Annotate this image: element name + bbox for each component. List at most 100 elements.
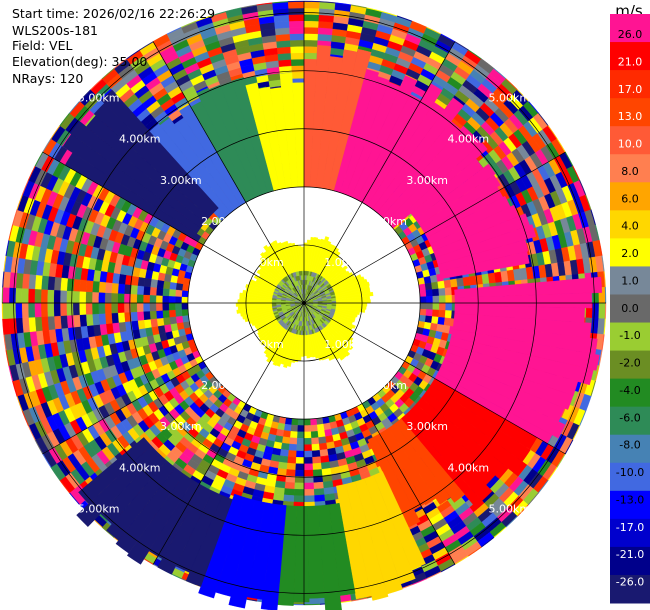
start-time-label: Start time: 2026/02/16 22:26:29 <box>12 6 216 21</box>
colorbar-tick-label: 4.0 <box>621 220 639 233</box>
range-ring-label: 5.00km <box>78 502 120 515</box>
noise-gate <box>419 289 427 298</box>
noise-gate <box>28 316 37 333</box>
noise-gate <box>438 302 446 311</box>
noise-gate <box>444 310 453 319</box>
noise-gate <box>162 302 170 311</box>
noise-gate <box>175 282 184 291</box>
velocity-sector-ray <box>454 292 592 309</box>
noise-gate <box>288 7 305 15</box>
noise-gate <box>110 302 119 314</box>
velocity-sector-ray <box>78 437 152 505</box>
noise-gate <box>72 302 80 316</box>
noise-gate <box>289 33 305 41</box>
noise-gate <box>2 302 10 319</box>
colorbar-block <box>610 378 650 408</box>
velocity-sector-ray <box>400 414 481 506</box>
noise-gate <box>53 315 62 330</box>
noise-gate <box>117 283 126 294</box>
colorbar-block <box>610 238 650 267</box>
noise-gate <box>310 437 320 445</box>
noise-gate <box>34 316 43 332</box>
elevation-label: Elevation(deg): 35.00 <box>12 54 148 69</box>
noise-gate <box>72 278 81 292</box>
noise-gate <box>303 52 318 60</box>
noise-gate <box>111 282 119 294</box>
noise-gate <box>53 276 62 291</box>
nrays-label: NRays: 120 <box>12 71 84 86</box>
noise-gate <box>303 418 311 426</box>
noise-gate <box>162 287 170 297</box>
colorbar-tick-label: -8.0 <box>619 439 640 452</box>
noise-gate <box>286 462 296 471</box>
noise-gate <box>303 495 315 503</box>
noise-gate <box>425 309 433 317</box>
noise-gate <box>143 285 151 296</box>
noise-gate <box>143 277 152 288</box>
range-ring-label: 5.00km <box>489 92 531 105</box>
noise-gate <box>162 309 170 319</box>
noise-gate <box>169 316 177 325</box>
noise-gate <box>155 295 163 304</box>
noise-gate <box>317 430 326 438</box>
range-ring-label: 3.00km <box>406 174 448 187</box>
noise-gate <box>303 444 312 452</box>
noise-gate <box>15 302 23 319</box>
noise-gate <box>294 469 305 477</box>
colorbar-tick-label: 1.0 <box>621 274 639 287</box>
noise-gate <box>143 318 152 329</box>
range-ring-label: 1.00km <box>324 256 366 269</box>
noise-gate <box>286 456 297 464</box>
velocity-sector-ray <box>415 397 509 480</box>
noise-gate <box>291 58 305 67</box>
velocity-sector-ray <box>126 473 194 565</box>
noise-gate <box>72 290 80 304</box>
colorbar-tick-label: -6.0 <box>619 411 640 424</box>
colorbar-block <box>610 490 650 520</box>
range-ring-label: 2.00km <box>365 215 407 228</box>
colorbar-block <box>610 182 650 211</box>
inner-velocity-layer <box>235 236 374 368</box>
velocity-sector-ray <box>419 174 501 232</box>
noise-gate <box>419 296 427 304</box>
noise-gate <box>288 437 298 445</box>
colorbar-block <box>610 294 650 324</box>
noise-gate <box>277 52 292 61</box>
range-ring-label: 1.00km <box>324 338 366 351</box>
noise-gate <box>276 46 292 55</box>
noise-gate <box>168 288 176 297</box>
velocity-sector-ray <box>185 495 233 587</box>
noise-gate <box>303 457 313 465</box>
noise-gate <box>181 289 189 298</box>
noise-gate <box>168 302 176 311</box>
velocity-sector-ray <box>157 485 213 575</box>
noise-gate <box>288 443 297 452</box>
velocity-sector-ray <box>381 427 437 506</box>
colorbar-tick-label: -21.0 <box>616 548 644 561</box>
noise-gate <box>59 290 68 304</box>
velocity-sector-ray <box>345 481 389 601</box>
noise-gate <box>53 289 61 304</box>
noise-gate <box>117 302 125 313</box>
noise-gate <box>155 310 164 319</box>
noise-gate <box>290 46 305 54</box>
colorbar-tick-label: 21.0 <box>618 55 643 68</box>
noise-gate <box>282 430 291 438</box>
noise-gate <box>289 431 298 439</box>
noise-gate <box>149 310 157 320</box>
noise-gate <box>181 308 189 317</box>
noise-gate <box>295 457 305 465</box>
noise-gate <box>79 302 87 315</box>
noise-gate <box>136 311 145 321</box>
noise-gate <box>60 277 68 291</box>
velocity-sector-ray <box>443 351 574 410</box>
colorbar-block <box>610 154 650 183</box>
noise-gate <box>303 437 312 445</box>
noise-gate <box>104 292 112 304</box>
noise-gate <box>318 442 328 451</box>
noise-gate <box>426 296 434 304</box>
noise-gate <box>168 295 176 304</box>
noise-gate <box>312 462 322 471</box>
noise-gate <box>168 309 176 318</box>
noise-gate <box>290 424 298 432</box>
